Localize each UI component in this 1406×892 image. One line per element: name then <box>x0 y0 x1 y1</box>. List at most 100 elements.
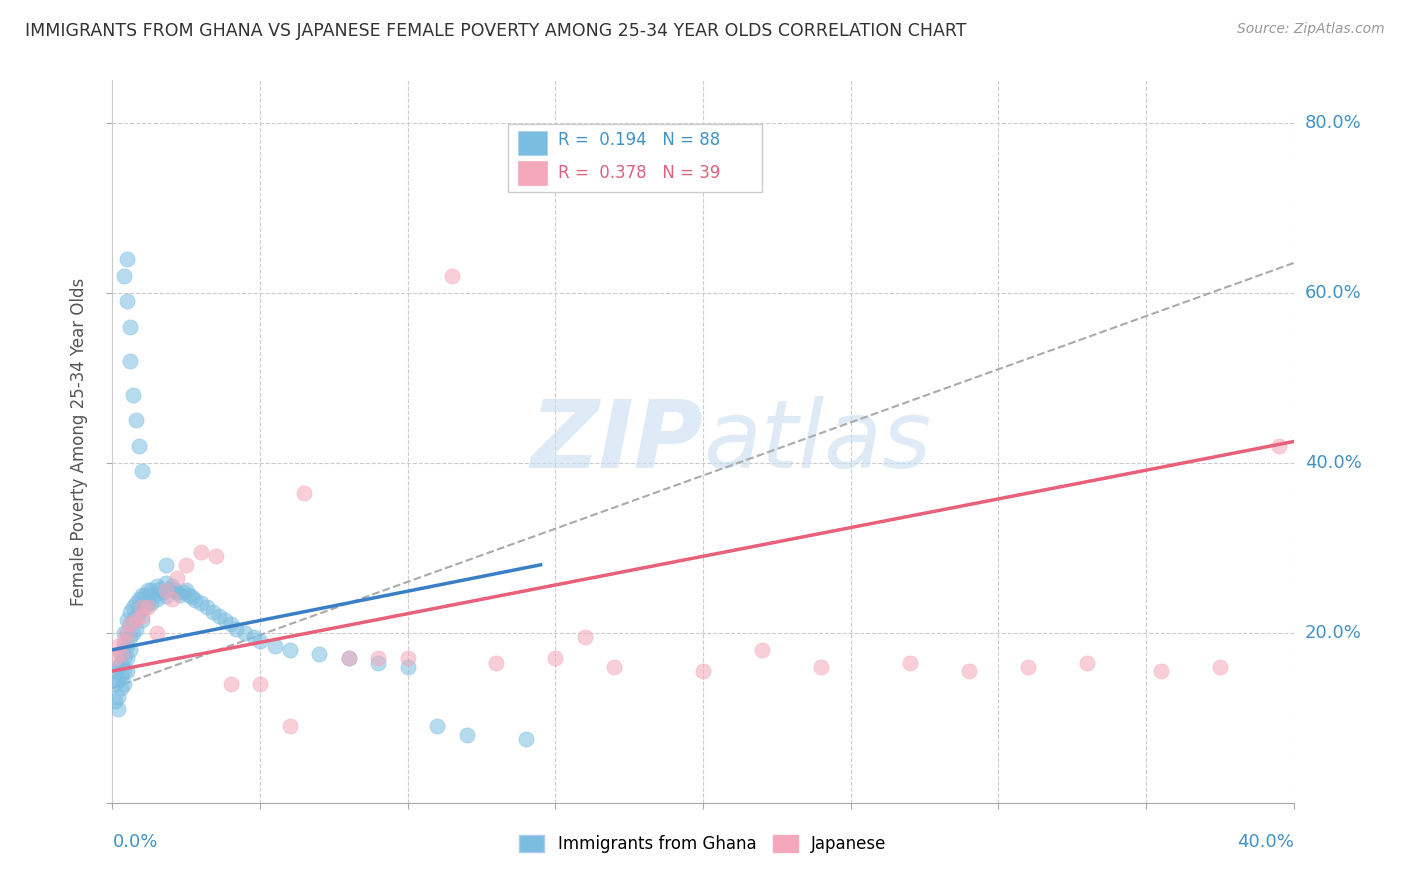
Point <box>751 642 773 657</box>
Point <box>225 622 247 636</box>
Point <box>117 625 138 640</box>
Point <box>190 545 212 559</box>
Text: R =  0.378   N = 39: R = 0.378 N = 39 <box>558 164 720 182</box>
Point <box>120 319 142 334</box>
Point <box>120 642 142 657</box>
Point <box>104 694 127 708</box>
Point <box>136 583 159 598</box>
Point <box>169 588 191 602</box>
Point <box>337 651 360 665</box>
Point <box>128 591 150 606</box>
Text: 80.0%: 80.0% <box>1305 114 1361 132</box>
Point <box>122 613 145 627</box>
Point <box>396 660 419 674</box>
Point <box>112 268 135 283</box>
Point <box>292 485 315 500</box>
Point <box>426 719 449 733</box>
Point <box>107 690 129 704</box>
Point <box>179 588 201 602</box>
Point <box>155 576 177 591</box>
Point <box>603 660 626 674</box>
Point <box>195 600 218 615</box>
Point <box>219 617 242 632</box>
Point <box>146 591 169 606</box>
Text: R =  0.194   N = 88: R = 0.194 N = 88 <box>558 130 720 149</box>
Text: atlas: atlas <box>703 396 931 487</box>
Point <box>174 558 197 572</box>
Point <box>134 600 156 615</box>
Text: 20.0%: 20.0% <box>1305 624 1361 642</box>
Point <box>131 613 153 627</box>
Point <box>810 660 832 674</box>
Point <box>139 583 162 598</box>
FancyBboxPatch shape <box>508 124 762 193</box>
Point <box>456 728 478 742</box>
Point <box>117 664 138 678</box>
Point <box>1150 664 1173 678</box>
Point <box>125 596 148 610</box>
Point <box>160 579 183 593</box>
Point <box>120 605 142 619</box>
Point <box>152 585 174 599</box>
Text: ZIP: ZIP <box>530 395 703 488</box>
Point <box>122 388 145 402</box>
Point <box>104 664 127 678</box>
Point <box>120 353 142 368</box>
Point <box>117 613 138 627</box>
Point <box>112 664 135 678</box>
Point <box>139 596 162 610</box>
Point <box>155 558 177 572</box>
Point <box>308 647 330 661</box>
Point <box>110 681 132 695</box>
Point <box>957 664 980 678</box>
Point <box>125 613 148 627</box>
Point <box>136 596 159 610</box>
Point <box>107 639 129 653</box>
Text: Source: ZipAtlas.com: Source: ZipAtlas.com <box>1237 22 1385 37</box>
Point <box>166 585 188 599</box>
Point <box>219 677 242 691</box>
Point <box>214 613 236 627</box>
Point <box>134 588 156 602</box>
Point <box>117 294 138 309</box>
Point <box>184 593 207 607</box>
Point <box>208 608 231 623</box>
Text: 0.0%: 0.0% <box>112 833 157 851</box>
Point <box>146 579 169 593</box>
Point <box>122 600 145 615</box>
Point <box>107 660 129 674</box>
Point <box>1208 660 1232 674</box>
Point <box>485 656 508 670</box>
Point <box>131 588 153 602</box>
Point <box>155 583 177 598</box>
Point <box>120 617 142 632</box>
Point <box>367 656 389 670</box>
Point <box>107 702 129 716</box>
Point <box>337 651 360 665</box>
Point <box>1076 656 1098 670</box>
Point <box>104 651 127 665</box>
Point <box>120 630 142 644</box>
Point <box>110 668 132 682</box>
Point <box>201 605 224 619</box>
Point <box>149 582 172 596</box>
Point <box>278 719 301 733</box>
Point <box>112 651 135 665</box>
Point <box>205 549 228 564</box>
Point <box>1017 660 1039 674</box>
Point <box>367 651 389 665</box>
Point <box>117 625 138 640</box>
Point <box>128 439 150 453</box>
Point <box>163 583 186 598</box>
Point <box>898 656 921 670</box>
Point <box>264 639 287 653</box>
Point <box>146 625 169 640</box>
Point <box>112 625 135 640</box>
Point <box>172 585 194 599</box>
Point <box>249 634 271 648</box>
Point <box>128 605 150 619</box>
FancyBboxPatch shape <box>517 161 547 185</box>
Text: 40.0%: 40.0% <box>1305 454 1361 472</box>
Point <box>112 639 135 653</box>
Point <box>112 634 135 648</box>
